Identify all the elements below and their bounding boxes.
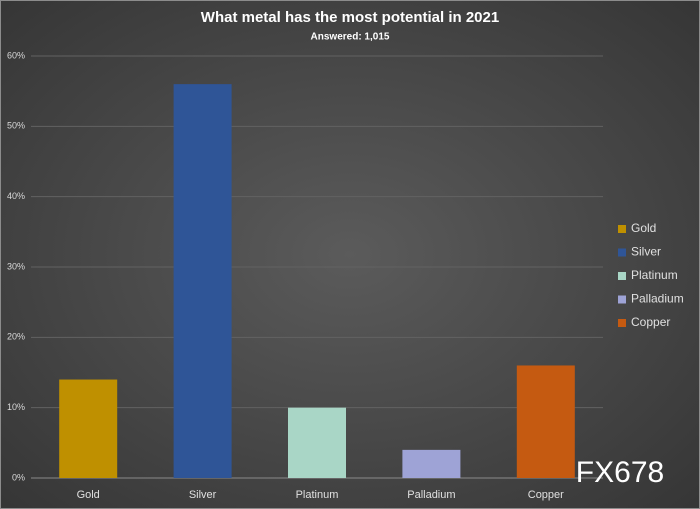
y-tick-label: 0% <box>12 472 25 482</box>
x-tick-label: Copper <box>528 489 564 501</box>
legend-label: Palladium <box>631 292 684 306</box>
legend-label: Platinum <box>631 268 678 282</box>
y-tick-label: 60% <box>7 50 25 60</box>
y-tick-label: 40% <box>7 191 25 201</box>
legend-swatch <box>618 295 626 304</box>
legend-swatch <box>618 225 626 233</box>
bar <box>288 407 346 478</box>
bar <box>402 449 461 478</box>
x-tick-label: Palladium <box>407 489 455 501</box>
chart-title: What metal has the most potential in 202… <box>201 9 499 26</box>
legend-label: Silver <box>631 245 661 259</box>
y-tick-label: 50% <box>7 121 25 131</box>
chart-subtitle: Answered: 1,015 <box>311 32 390 43</box>
watermark: FX678 <box>576 456 664 489</box>
x-tick-label: Silver <box>189 489 217 501</box>
legend-label: Copper <box>631 315 670 329</box>
x-tick-label: Gold <box>77 489 100 501</box>
legend-swatch <box>618 319 626 327</box>
bar <box>59 379 118 478</box>
legend-swatch <box>618 272 626 280</box>
bar <box>516 365 575 478</box>
y-tick-label: 20% <box>7 332 25 342</box>
x-tick-label: Platinum <box>296 489 339 501</box>
legend-label: Gold <box>631 221 656 235</box>
y-tick-label: 30% <box>7 261 25 271</box>
y-tick-label: 10% <box>7 402 25 412</box>
bar <box>173 84 232 478</box>
legend-swatch <box>618 248 626 257</box>
